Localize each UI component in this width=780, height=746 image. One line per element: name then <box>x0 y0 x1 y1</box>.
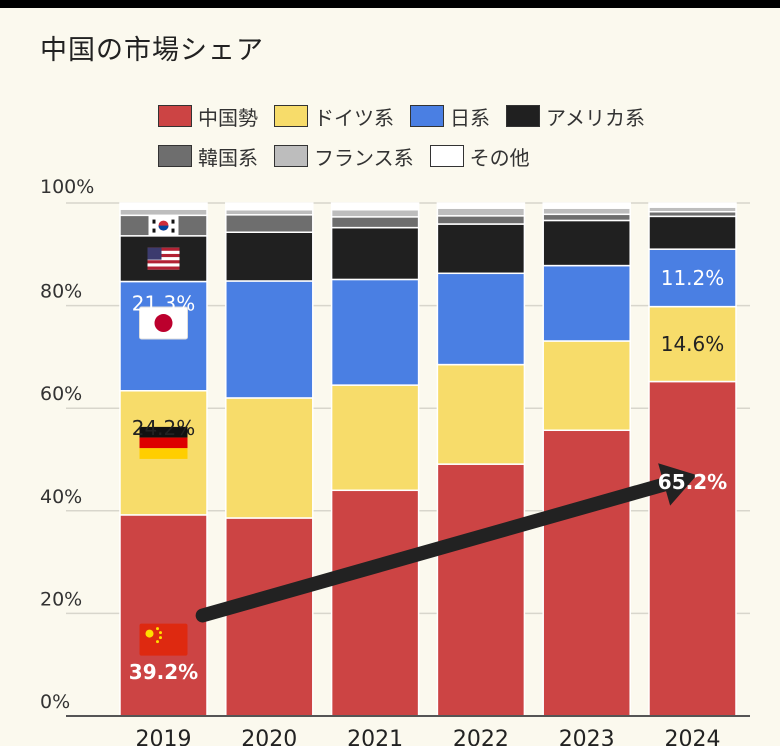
legend-item-japan: 日系 <box>410 102 490 131</box>
star-icon <box>156 627 159 631</box>
flag-trigram <box>152 219 156 224</box>
flag-trigram <box>152 228 156 233</box>
germany-flag-icon <box>139 426 188 438</box>
legend-label-korea: 韓国系 <box>198 145 258 170</box>
bar-segment <box>436 272 526 366</box>
x-tick-label: 2020 <box>241 727 297 746</box>
legend-swatch-china <box>158 105 192 127</box>
bar-segment <box>330 202 420 211</box>
bar-segment <box>436 463 526 717</box>
bar-segment <box>648 380 737 717</box>
bar-segment <box>330 216 420 229</box>
bar-segment <box>330 226 420 281</box>
bar-segment <box>436 202 526 209</box>
legend-label-usa: アメリカ系 <box>546 105 645 130</box>
flag-canton <box>147 247 162 260</box>
top-bar <box>0 0 780 8</box>
trend-arrow-head <box>658 463 697 506</box>
flag-stripe <box>147 266 180 270</box>
legend-item-usa: アメリカ系 <box>506 102 645 131</box>
flag-stripe <box>147 253 180 258</box>
bar-segment <box>330 208 420 218</box>
bar-segment <box>225 280 314 399</box>
bar-segment <box>436 207 526 217</box>
flag-disc <box>154 314 173 333</box>
legend-swatch-japan <box>410 105 444 127</box>
bar-segment <box>542 264 631 342</box>
bar-segment <box>542 429 631 717</box>
bar-segment <box>225 214 314 233</box>
x-tick-label: 2021 <box>347 727 403 746</box>
legend-swatch-korea <box>158 145 192 167</box>
legend: 中国勢 ドイツ系 日系 アメリカ系 韓国系 フランス系 その他 <box>158 100 758 180</box>
x-tick-label: 2022 <box>453 727 509 746</box>
legend-item-france: フランス系 <box>274 142 414 171</box>
y-tick-label: 0% <box>40 691 70 713</box>
bar-segment <box>542 219 631 267</box>
flag-stripe <box>147 260 180 264</box>
flag-stripe <box>139 437 188 449</box>
bar-segment <box>119 514 208 717</box>
bar-segment <box>225 517 314 717</box>
data-label: 65.2% <box>658 470 727 494</box>
data-label: 39.2% <box>129 660 198 684</box>
y-tick-label: 80% <box>40 281 82 303</box>
flag-disc-half <box>158 225 169 231</box>
legend-label-germany: ドイツ系 <box>314 105 394 130</box>
data-label: 24.2% <box>132 416 196 440</box>
y-tick-label: 60% <box>40 383 82 405</box>
bar-segment <box>119 208 208 217</box>
bar-segment <box>330 384 420 492</box>
legend-item-korea: 韓国系 <box>158 142 258 171</box>
bar-segment <box>542 340 631 432</box>
legend-label-france: フランス系 <box>314 145 414 170</box>
y-tick-label: 40% <box>40 486 82 508</box>
bar-segment <box>648 202 737 208</box>
legend-label-other: その他 <box>469 145 530 170</box>
bar-segment <box>436 215 526 225</box>
bar-segment <box>225 202 314 211</box>
legend-label-japan: 日系 <box>450 105 490 130</box>
star-icon <box>145 629 154 638</box>
bar-segment <box>436 223 526 275</box>
bar-segment <box>119 202 208 210</box>
flag-stripe <box>139 448 188 459</box>
bar-segment <box>542 202 631 209</box>
x-tick-label: 2023 <box>559 727 615 746</box>
chart-title: 中国の市場シェア <box>40 35 264 66</box>
bar-segment <box>648 215 737 250</box>
legend-swatch-germany <box>274 105 308 127</box>
trend-arrow-icon <box>195 477 672 623</box>
bar-segment <box>330 278 420 386</box>
bar-segment <box>542 207 631 216</box>
y-tick-label: 100% <box>40 176 94 198</box>
data-label: 21.3% <box>132 291 196 315</box>
bar-segment <box>225 208 314 216</box>
legend-swatch-france <box>274 145 308 167</box>
star-icon <box>159 631 162 635</box>
legend-label-china: 中国勢 <box>198 105 258 130</box>
bar-segment <box>542 213 631 222</box>
legend-item-china: 中国勢 <box>158 102 258 131</box>
flag-trigram <box>171 228 175 233</box>
star-icon <box>159 636 162 640</box>
x-tick-label: 2024 <box>665 727 721 746</box>
legend-item-other: その他 <box>429 142 530 171</box>
bar-segment <box>225 231 314 282</box>
x-tick-label: 2019 <box>136 727 192 746</box>
data-label: 14.6% <box>661 332 725 356</box>
bar-segment <box>225 397 314 519</box>
flag-stripe <box>147 247 180 251</box>
legend-swatch-usa <box>506 105 540 127</box>
legend-swatch-other <box>429 145 464 167</box>
legend-item-germany: ドイツ系 <box>274 102 394 131</box>
china-flag-icon <box>139 623 188 656</box>
star-icon <box>156 640 159 644</box>
y-tick-label: 20% <box>40 588 82 610</box>
bar-segment <box>330 489 420 717</box>
flag-trigram <box>171 219 175 224</box>
data-label: 11.2% <box>661 266 725 290</box>
bar-segment <box>436 363 526 465</box>
